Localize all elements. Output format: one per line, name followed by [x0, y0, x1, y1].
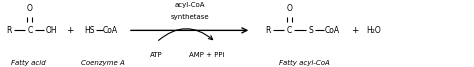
Text: acyl-CoA: acyl-CoA [174, 2, 205, 8]
Text: C: C [27, 26, 33, 35]
Text: Fatty acyl-CoA: Fatty acyl-CoA [279, 60, 330, 66]
Text: Fatty acid: Fatty acid [11, 60, 46, 66]
Text: CoA: CoA [324, 26, 339, 35]
Text: synthetase: synthetase [170, 14, 209, 20]
FancyArrowPatch shape [158, 29, 213, 40]
Text: S: S [308, 26, 313, 35]
Text: O: O [286, 4, 292, 13]
Text: OH: OH [46, 26, 57, 35]
Text: Coenzyme A: Coenzyme A [82, 60, 125, 66]
Text: +: + [351, 26, 358, 35]
Text: R: R [6, 26, 11, 35]
Text: R: R [265, 26, 271, 35]
Text: O: O [27, 4, 33, 13]
Text: C: C [286, 26, 292, 35]
Text: AMP + PPi: AMP + PPi [189, 52, 224, 58]
Text: H₂O: H₂O [366, 26, 381, 35]
Text: HS: HS [84, 26, 94, 35]
Text: +: + [66, 26, 74, 35]
Text: ATP: ATP [150, 52, 163, 58]
Text: CoA: CoA [103, 26, 118, 35]
